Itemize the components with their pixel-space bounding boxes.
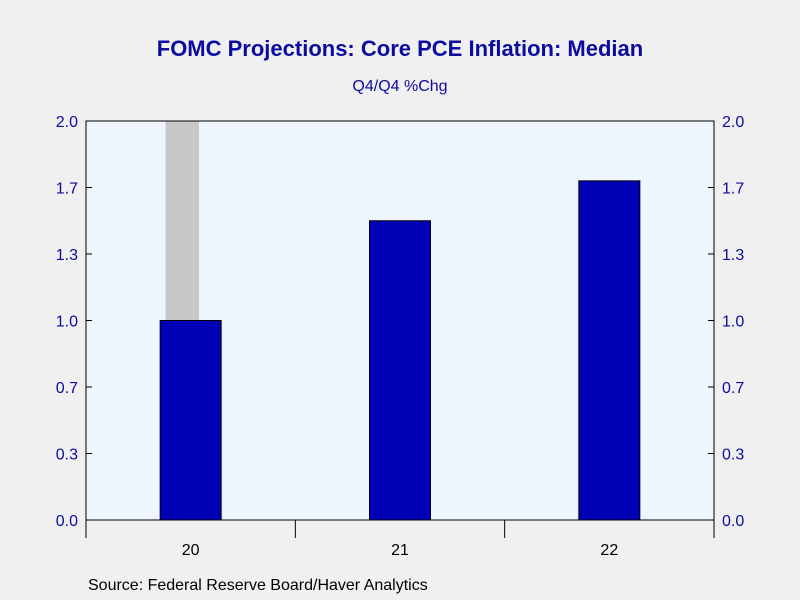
y-tick-label-left: 0.3 bbox=[56, 447, 78, 464]
y-tick-label-right: 0.3 bbox=[722, 447, 744, 464]
bar-20 bbox=[159, 320, 222, 521]
source-note: Source: Federal Reserve Board/Haver Anal… bbox=[88, 577, 428, 594]
y-tick-label-left: 0.0 bbox=[56, 513, 78, 530]
x-tick-label: 22 bbox=[600, 542, 618, 559]
chart-subtitle: Q4/Q4 %Chg bbox=[352, 78, 448, 95]
y-tick-label-right: 1.7 bbox=[722, 180, 744, 197]
y-tick-label-right: 0.7 bbox=[722, 380, 744, 397]
y-tick-label-right: 2.0 bbox=[722, 114, 744, 131]
y-tick-label-right: 1.3 bbox=[722, 247, 744, 264]
x-tick-label: 21 bbox=[391, 542, 409, 559]
chart-title: FOMC Projections: Core PCE Inflation: Me… bbox=[156, 36, 644, 61]
y-tick-label-left: 2.0 bbox=[56, 114, 78, 131]
bar-22 bbox=[578, 180, 641, 521]
x-tick-label: 20 bbox=[182, 542, 200, 559]
y-tick-label-right: 1.0 bbox=[722, 314, 744, 331]
bar-21 bbox=[369, 220, 431, 521]
y-tick-label-left: 1.7 bbox=[56, 180, 78, 197]
y-tick-label-left: 0.7 bbox=[56, 380, 78, 397]
y-tick-label-right: 0.0 bbox=[722, 513, 744, 530]
y-tick-label-left: 1.3 bbox=[56, 247, 78, 264]
y-tick-label-left: 1.0 bbox=[56, 314, 78, 331]
